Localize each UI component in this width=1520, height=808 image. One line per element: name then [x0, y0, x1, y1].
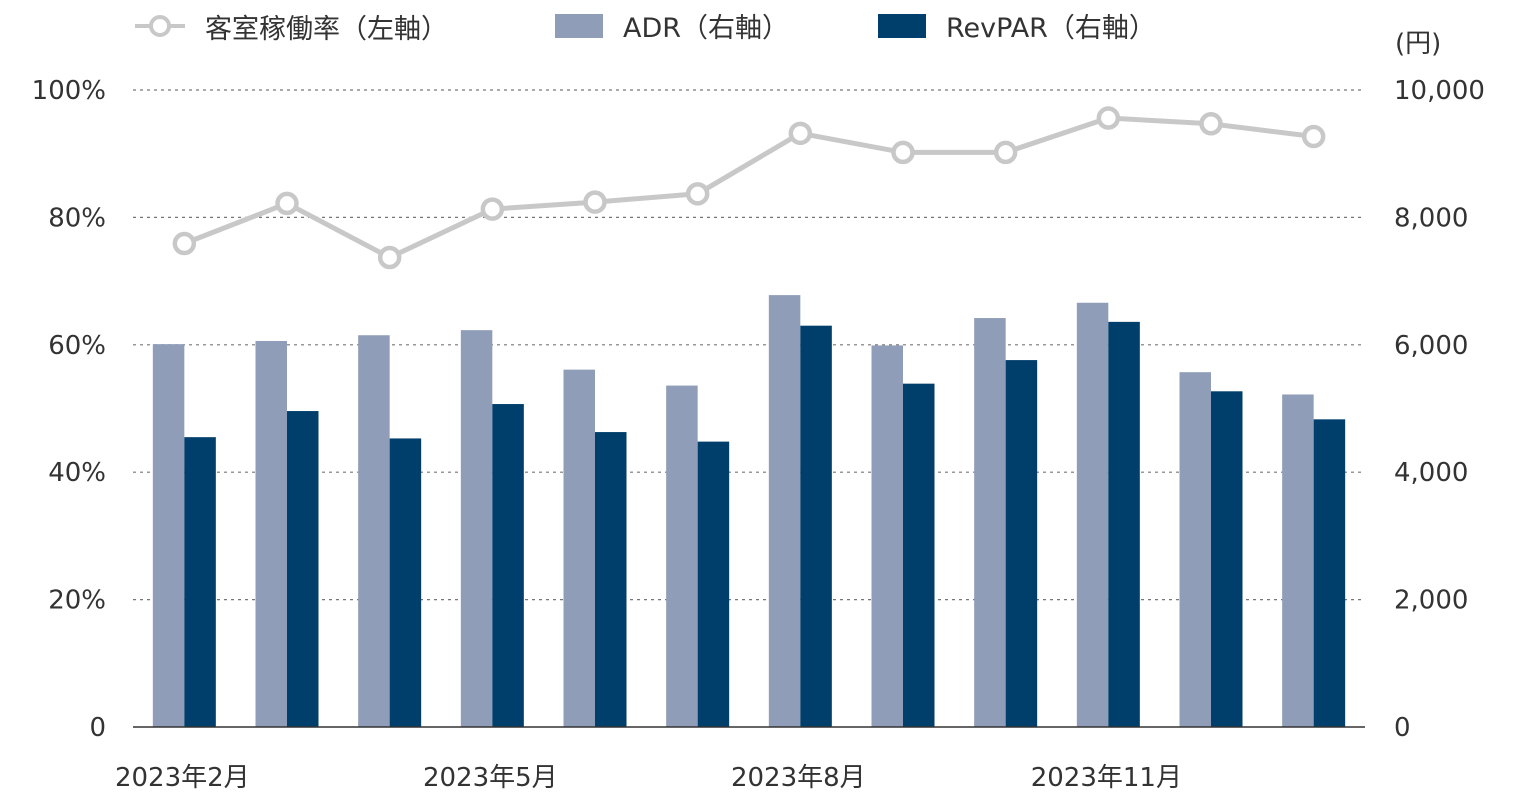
- revpar-bar: [595, 432, 627, 727]
- y-left-tick-label: 0: [89, 713, 106, 743]
- y-left-tick-label: 60%: [48, 331, 106, 361]
- y-left-tick-label: 20%: [48, 586, 106, 616]
- revpar-bar: [492, 404, 524, 727]
- revpar-bar: [184, 437, 216, 727]
- adr-bar: [563, 369, 595, 727]
- adr-bar: [255, 340, 287, 727]
- adr-bar: [152, 344, 185, 727]
- adr-bar: [666, 385, 698, 727]
- revpar-bar: [1313, 419, 1346, 727]
- adr-bar: [871, 345, 903, 727]
- legend-occupancy: 客室稼働率（左軸）: [135, 6, 448, 46]
- bars: [152, 295, 1346, 727]
- occupancy-point: [1301, 124, 1326, 149]
- occupancy-point: [583, 190, 607, 214]
- revpar-bar: [800, 325, 832, 727]
- x-tick-label: 2023年11月: [1031, 763, 1182, 793]
- y-right-tick-label: 10,000: [1394, 76, 1485, 106]
- y-left-tick-label: 80%: [48, 203, 106, 233]
- y-right-tick-label: 2,000: [1394, 586, 1468, 616]
- y-right-tick-label: 4,000: [1394, 458, 1468, 488]
- y-left-tick-label: 40%: [48, 458, 106, 488]
- legend-line-marker-icon: [135, 15, 185, 37]
- adr-bar: [974, 318, 1006, 727]
- y-right-tick-label: 6,000: [1394, 331, 1468, 361]
- occupancy-point: [788, 121, 813, 146]
- adr-bar: [768, 295, 801, 727]
- adr-bar: [1179, 372, 1211, 727]
- legend-revpar: RevPAR（右軸）: [878, 6, 1156, 45]
- revpar-bar: [1108, 321, 1140, 727]
- legend-adr-swatch: [555, 13, 603, 38]
- right-axis-unit: (円): [1395, 29, 1441, 59]
- revpar-bar: [1211, 391, 1243, 727]
- occupancy-point: [1199, 112, 1223, 136]
- x-tick-label: 2023年2月: [115, 763, 250, 793]
- adr-bar: [460, 330, 493, 727]
- occupancy-point: [377, 245, 402, 270]
- occupancy-point: [275, 191, 299, 216]
- adr-bar: [358, 335, 390, 727]
- legend-revpar-swatch: [878, 13, 926, 38]
- occupancy-point: [172, 231, 197, 256]
- occupancy-point: [1096, 106, 1121, 130]
- revpar-bar: [697, 441, 730, 727]
- occupancy-point: [480, 197, 505, 221]
- grid-lines: [133, 89, 1365, 601]
- x-tick-label: 2023年8月: [731, 763, 866, 793]
- x-tick-label: 2023年5月: [423, 763, 558, 793]
- occupancy-series-line: [183, 115, 1315, 260]
- legend-revpar-label: RevPAR（右軸）: [946, 13, 1156, 44]
- occupancy-point: [993, 140, 1018, 165]
- y-right-tick-label: 8,000: [1394, 203, 1468, 233]
- occupancy-point: [891, 140, 915, 165]
- revpar-bar: [1005, 360, 1038, 727]
- occupancy-line: [172, 106, 1326, 270]
- revpar-bar: [287, 411, 319, 727]
- legend-adr-label: ADR（右軸）: [623, 13, 790, 44]
- revpar-bar: [903, 383, 935, 727]
- axes: 0 20% 40% 60% 80% 100% 0 2,000 4,000 6,000 8,000 10…: [32, 76, 1485, 793]
- adr-bar: [1076, 302, 1109, 727]
- y-right-tick-label: 0: [1394, 713, 1411, 743]
- adr-bar: [1282, 394, 1314, 727]
- legend-adr: ADR（右軸）: [555, 6, 789, 45]
- revpar-bar: [389, 438, 422, 727]
- y-left-tick-label: 100%: [32, 76, 106, 106]
- occupancy-point: [685, 182, 710, 206]
- legend-occupancy-label: 客室稼働率（左軸）: [205, 13, 448, 45]
